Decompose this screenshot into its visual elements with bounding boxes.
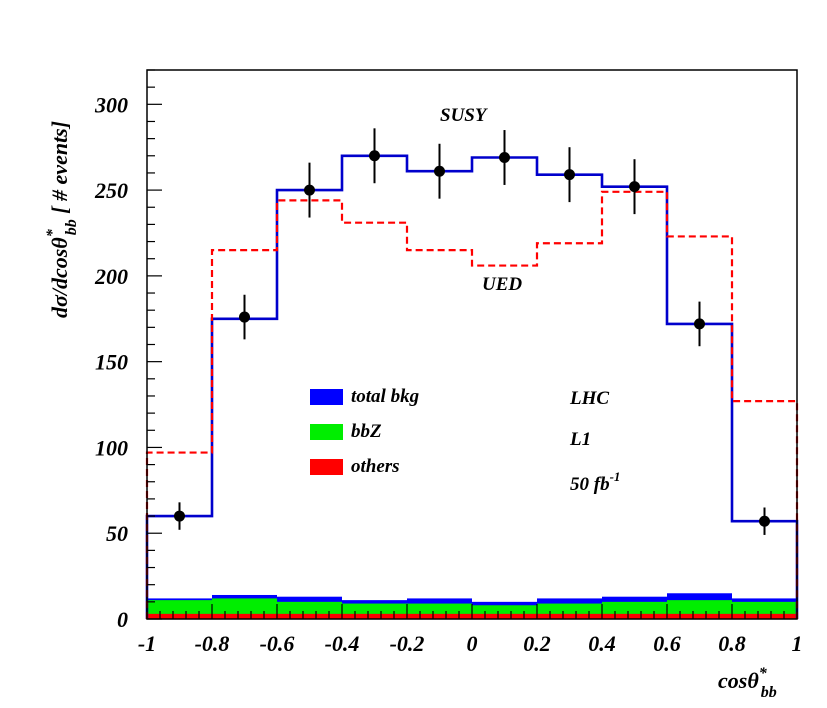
x-tick-label: -0.4 bbox=[325, 631, 360, 656]
data-point bbox=[564, 169, 575, 181]
bkg-bar-others bbox=[732, 613, 797, 619]
y-tick-label: 50 bbox=[106, 521, 128, 546]
legend-label-bbz: bbZ bbox=[351, 421, 382, 442]
legend-swatch-total-bkg bbox=[310, 389, 343, 405]
legend-label-total-bkg: total bkg bbox=[351, 386, 419, 407]
series-line-ued bbox=[145, 190, 799, 619]
bkg-bar-others bbox=[667, 613, 732, 619]
y-title-suffix: [ # events] bbox=[47, 121, 72, 219]
x-tick-label: 0 bbox=[467, 631, 478, 656]
x-tick-label: 0.8 bbox=[718, 631, 746, 656]
x-title-sup: * bbox=[759, 665, 768, 682]
annotation-collider: LHC bbox=[569, 388, 609, 409]
bkg-bar-others bbox=[212, 613, 277, 619]
data-point bbox=[369, 150, 380, 162]
data-point bbox=[239, 311, 250, 323]
series-layer bbox=[145, 154, 799, 619]
bkg-bar-others bbox=[472, 613, 537, 619]
legend-swatch-others bbox=[310, 459, 343, 475]
bkg-bar-others bbox=[277, 613, 342, 619]
bkg-bar-others bbox=[147, 613, 212, 619]
data-point bbox=[694, 318, 705, 330]
data-point bbox=[499, 151, 510, 163]
x-tick-label: -0.8 bbox=[195, 631, 230, 656]
y-tick-label: 100 bbox=[95, 435, 128, 460]
x-axis-title: cosθ* bb bbox=[718, 665, 777, 701]
annotation-susy: SUSY bbox=[440, 105, 489, 126]
series-line-susy bbox=[145, 154, 799, 619]
background-stack bbox=[147, 593, 797, 619]
data-point bbox=[304, 184, 315, 196]
x-title-main: cosθ bbox=[718, 668, 759, 693]
y-title-sup: * bbox=[44, 228, 61, 237]
y-tick-label: 150 bbox=[95, 350, 128, 375]
data-point bbox=[629, 181, 640, 193]
y-title-main: dσ/dcosθ bbox=[47, 237, 72, 318]
y-axis-title: dσ/dcosθ* bb [ # events] bbox=[44, 121, 80, 318]
x-tick-label: 0.6 bbox=[653, 631, 681, 656]
x-title-sub: bb bbox=[761, 684, 777, 701]
annotation-ued: UED bbox=[482, 274, 522, 295]
legend: total bkg bbZ others bbox=[310, 386, 419, 477]
x-tick-label: -0.2 bbox=[390, 631, 425, 656]
bkg-bar-others bbox=[407, 613, 472, 619]
x-tick-label: 0.4 bbox=[588, 631, 616, 656]
y-tick-label: 0 bbox=[117, 607, 128, 632]
data-point bbox=[174, 510, 185, 522]
legend-label-others: others bbox=[351, 456, 400, 477]
legend-swatch-bbz bbox=[310, 424, 343, 440]
lumi-exponent: -1 bbox=[610, 469, 621, 484]
y-title-sub: bb bbox=[63, 219, 80, 235]
data-points bbox=[174, 128, 770, 535]
axes: -1 -0.8 -0.6 -0.4 -0.2 0 0.2 0.4 0.6 0.8 1 0 50 100 15… bbox=[94, 69, 803, 656]
y-tick-label: 250 bbox=[94, 178, 128, 203]
lumi-value: 50 fb bbox=[570, 474, 610, 495]
y-tick-label: 200 bbox=[94, 264, 128, 289]
x-tick-label: 0.2 bbox=[523, 631, 551, 656]
annotation-luminosity: 50 fb-1 bbox=[570, 469, 620, 495]
bkg-bar-others bbox=[537, 613, 602, 619]
x-tick-label: -0.6 bbox=[260, 631, 295, 656]
y-tick-label: 300 bbox=[94, 92, 128, 117]
x-tick-label: -1 bbox=[138, 631, 156, 656]
data-point bbox=[759, 515, 770, 527]
data-point bbox=[434, 165, 445, 177]
annotation-level: L1 bbox=[569, 429, 591, 450]
x-tick-label: 1 bbox=[792, 631, 803, 656]
bkg-bar-others bbox=[342, 613, 407, 619]
bkg-bar-others bbox=[602, 613, 667, 619]
